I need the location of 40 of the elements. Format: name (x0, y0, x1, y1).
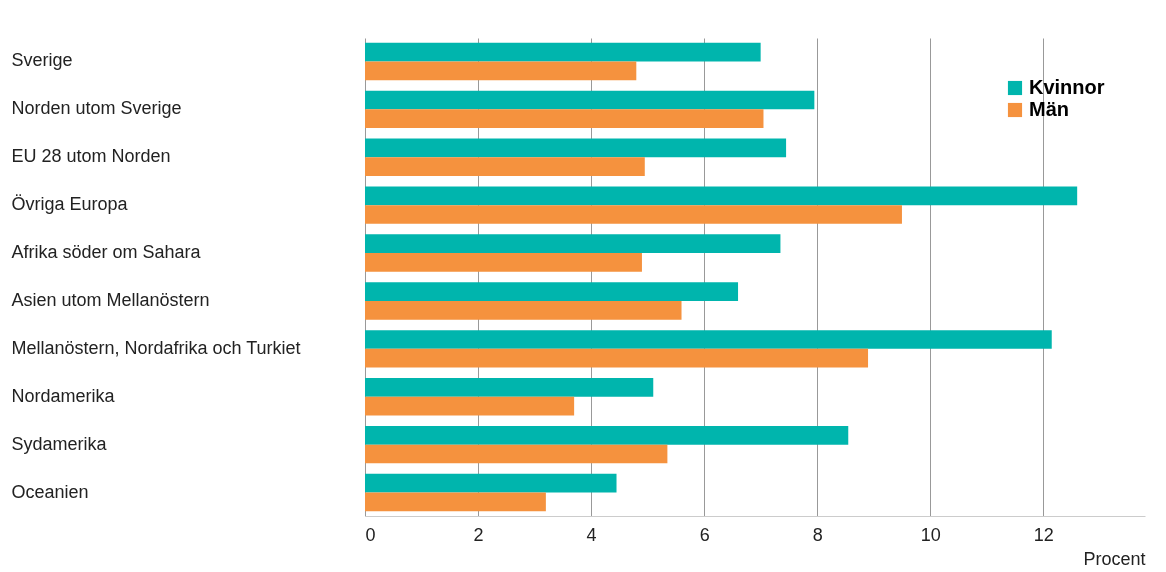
bar (365, 186, 1078, 206)
bar (365, 253, 642, 272)
y-tick-label: Övriga Europa (11, 194, 129, 215)
y-tick-label: Asien utom Mellanöstern (11, 289, 210, 310)
bar (365, 157, 645, 176)
y-tick-label: Sverige (11, 50, 73, 71)
bar (365, 205, 902, 224)
y-tick-label: Norden utom Sverige (11, 98, 182, 119)
bar (365, 300, 682, 320)
x-tick-label: 4 (586, 524, 597, 545)
x-tick-label: 10 (920, 524, 941, 545)
bar (365, 42, 761, 62)
bar (365, 282, 739, 301)
y-tick-label: Oceanien (11, 481, 89, 502)
bar (365, 90, 815, 110)
bar (365, 396, 575, 416)
bar (365, 378, 654, 397)
bar (365, 425, 849, 445)
x-tick-label: 2 (473, 524, 484, 545)
bar (365, 444, 668, 464)
y-tick-label: Afrika söder om Sahara (11, 242, 202, 263)
x-tick-label: 0 (365, 524, 376, 545)
bar (365, 234, 781, 254)
bar (365, 473, 617, 493)
bar (365, 492, 546, 512)
y-tick-label: Sydamerika (11, 433, 108, 454)
bar (365, 138, 787, 158)
bar (365, 330, 1052, 349)
legend-label: Män (1029, 98, 1069, 120)
x-tick-label: 8 (812, 524, 823, 545)
y-tick-label: Mellanöstern, Nordafrika och Turkiet (11, 337, 301, 358)
x-tick-label: 6 (699, 524, 710, 545)
x-tick-label: 12 (1033, 524, 1054, 545)
bar (365, 61, 637, 81)
y-tick-label: Nordamerika (11, 385, 116, 406)
x-axis-title: Procent (1083, 548, 1146, 569)
bar (365, 109, 764, 129)
legend-label: Kvinnor (1029, 76, 1105, 98)
y-tick-label: EU 28 utom Norden (11, 146, 171, 167)
bar (365, 348, 869, 368)
